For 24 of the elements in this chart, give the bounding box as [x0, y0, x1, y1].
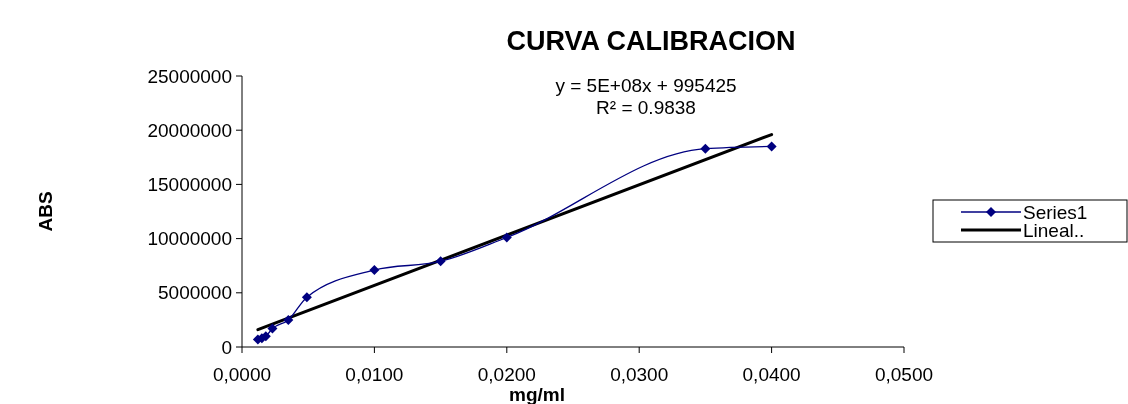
y-tick-label: 0 [221, 336, 232, 358]
x-tick-label: 0,0300 [610, 364, 669, 385]
y-tick-label: 15000000 [147, 174, 232, 196]
point [267, 323, 278, 334]
point [700, 143, 711, 154]
x-tick-label: 0,0000 [212, 364, 272, 385]
point [369, 265, 380, 276]
point [283, 314, 294, 325]
x-tick-label: 0,0200 [477, 364, 536, 385]
chart-title: CURVA CALIBRACION [506, 26, 796, 56]
annotation: y = 5E+08x + 995425 [555, 75, 737, 96]
x-tick-label: 0,0500 [874, 364, 934, 385]
y-tick-label: 5000000 [158, 282, 232, 304]
point [435, 256, 446, 267]
y-tick-label: 10000000 [147, 228, 232, 250]
y-tick-label: 20000000 [147, 119, 232, 141]
y-tick-label: 25000000 [147, 65, 232, 87]
point [501, 232, 512, 243]
point [766, 141, 777, 152]
x-tick-label: 0,0400 [742, 364, 801, 385]
annotation: R² = 0.9838 [596, 97, 696, 118]
point [301, 292, 312, 303]
y-axis-title: ABS [35, 191, 56, 232]
x-tick-label: 0,0100 [345, 364, 404, 385]
